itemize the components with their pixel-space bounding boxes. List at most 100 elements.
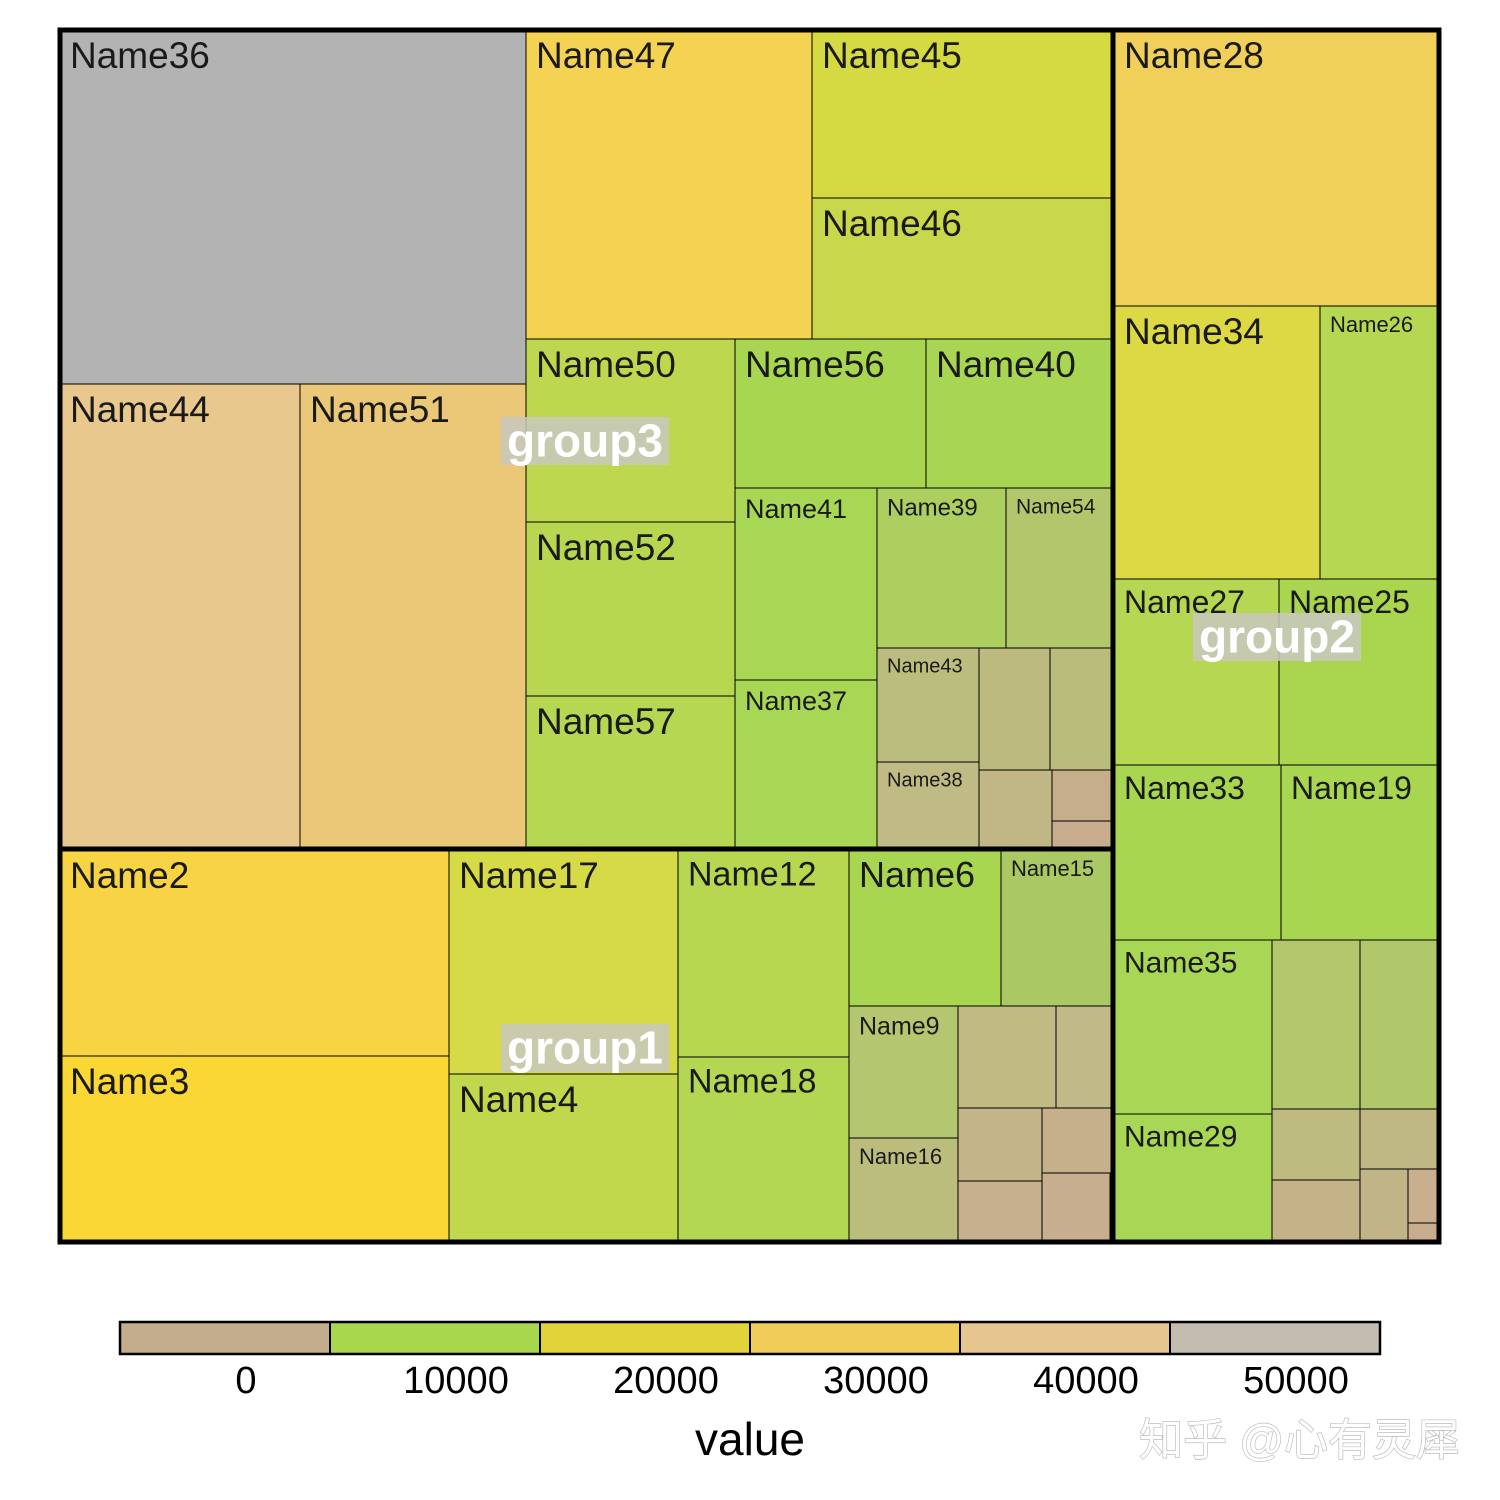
- tile-rect: [59, 29, 527, 385]
- group-label-group3: group3: [507, 415, 663, 467]
- tile-rect: [876, 761, 980, 849]
- tile-unlabeled: [957, 1107, 1043, 1182]
- tile-name37: Name37: [734, 679, 878, 849]
- legend-swatch: [959, 1321, 1171, 1355]
- tile-label: Name15: [1011, 856, 1094, 881]
- legend-swatch: [119, 1321, 331, 1355]
- tile-rect: [525, 695, 736, 849]
- tile-label: Name28: [1124, 35, 1264, 76]
- tile-unlabeled: [1359, 939, 1440, 1110]
- tile-rect: [1113, 764, 1282, 941]
- tile-unlabeled: [957, 1180, 1043, 1243]
- tile-name2: Name2: [59, 849, 450, 1057]
- tile-rect: [876, 487, 1007, 649]
- tile-rect: [848, 1005, 959, 1139]
- tile-rect: [1005, 487, 1113, 649]
- tile-label: Name56: [745, 344, 885, 385]
- tile-unlabeled: [1407, 1222, 1440, 1243]
- tile-label: Name2: [70, 855, 189, 896]
- tile-rect: [1271, 1179, 1361, 1243]
- legend-tick-label: 0: [235, 1360, 256, 1402]
- tile-unlabeled: [1055, 1005, 1113, 1109]
- group-label-bg-group1: [501, 1024, 669, 1072]
- group-border-group2: [1110, 27, 1442, 1245]
- tile-name25: Name25: [1278, 578, 1440, 766]
- tile-unlabeled: [978, 769, 1053, 849]
- tile-name27: Name27: [1113, 578, 1280, 766]
- tile-name28: Name28: [1113, 29, 1440, 307]
- tile-label: Name45: [822, 35, 962, 76]
- tile-rect: [978, 647, 1051, 771]
- tile-name29: Name29: [1113, 1113, 1273, 1243]
- tile-label: Name39: [887, 495, 978, 522]
- tile-label: Name33: [1124, 770, 1245, 806]
- tile-rect: [1271, 1108, 1361, 1181]
- legend-tick-label: 10000: [403, 1360, 509, 1402]
- tile-name36: Name36: [59, 29, 527, 385]
- tile-name46: Name46: [811, 197, 1113, 340]
- tile-label: Name52: [536, 527, 676, 568]
- tile-name15: Name15: [1000, 849, 1113, 1007]
- tile-label: Name34: [1124, 311, 1264, 352]
- tile-label: Name6: [859, 854, 975, 895]
- tile-label: Name3: [70, 1061, 189, 1102]
- tile-rect: [811, 197, 1113, 340]
- group-label-group2: group2: [1199, 611, 1355, 663]
- tile-unlabeled: [1041, 1107, 1113, 1174]
- treemap-tiles: Name36 Name44 Name51 Name47 Name45 Name46 Name…: [59, 29, 1440, 1243]
- tile-label: Name43: [887, 656, 963, 678]
- tile-name26: Name26: [1319, 305, 1440, 580]
- tile-rect: [1051, 769, 1113, 822]
- tile-rect: [1041, 1172, 1111, 1243]
- tile-label: Name44: [70, 389, 210, 430]
- tile-label: Name9: [859, 1013, 940, 1041]
- tile-label: Name57: [536, 701, 676, 742]
- tile-unlabeled: [1041, 1172, 1111, 1243]
- tile-name56: Name56: [734, 338, 927, 489]
- tile-rect: [1113, 305, 1321, 580]
- tile-name35: Name35: [1113, 939, 1273, 1115]
- legend-swatch: [539, 1321, 751, 1355]
- tile-label: Name47: [536, 35, 676, 76]
- tile-label: Name37: [745, 686, 847, 716]
- tile-rect: [1113, 29, 1440, 307]
- tile-rect: [925, 338, 1113, 489]
- tile-rect: [525, 521, 736, 697]
- tile-name41: Name41: [734, 487, 878, 681]
- tile-unlabeled: [1049, 647, 1113, 771]
- tile-label: Name54: [1016, 495, 1096, 518]
- tile-rect: [525, 29, 813, 340]
- tile-label: Name46: [822, 203, 962, 244]
- tile-name18: Name18: [677, 1056, 850, 1243]
- tile-rect: [1051, 820, 1113, 849]
- tile-rect: [448, 1073, 679, 1243]
- tile-rect: [876, 647, 980, 763]
- tile-rect: [957, 1180, 1043, 1243]
- tile-rect: [1271, 939, 1361, 1110]
- legend-title: value: [695, 1413, 805, 1465]
- tile-rect: [734, 679, 878, 849]
- tile-name16: Name16: [848, 1137, 959, 1243]
- tile-unlabeled: [1271, 1179, 1361, 1243]
- tile-unlabeled: [1359, 1168, 1409, 1243]
- tile-name43: Name43: [876, 647, 980, 763]
- tile-name12: Name12: [677, 849, 850, 1058]
- tile-unlabeled: [1051, 769, 1113, 822]
- tile-label: Name12: [688, 856, 817, 894]
- tile-rect: [1049, 647, 1113, 771]
- tile-rect: [59, 1055, 450, 1243]
- tile-name4: Name4: [448, 1073, 679, 1243]
- tile-rect: [848, 849, 1002, 1007]
- tile-name54: Name54: [1005, 487, 1113, 649]
- tile-rect: [1359, 1108, 1440, 1170]
- tile-name33: Name33: [1113, 764, 1282, 941]
- group-labels: group3 group1 group2: [501, 415, 1361, 1074]
- tile-rect: [1359, 1168, 1409, 1243]
- tile-unlabeled: [957, 1005, 1057, 1109]
- tile-name38: Name38: [876, 761, 980, 849]
- tile-rect: [1407, 1222, 1440, 1243]
- tile-label: Name40: [936, 344, 1076, 385]
- group-label-group1: group1: [507, 1022, 663, 1074]
- tile-name44: Name44: [59, 383, 301, 849]
- tile-label: Name26: [1330, 312, 1413, 337]
